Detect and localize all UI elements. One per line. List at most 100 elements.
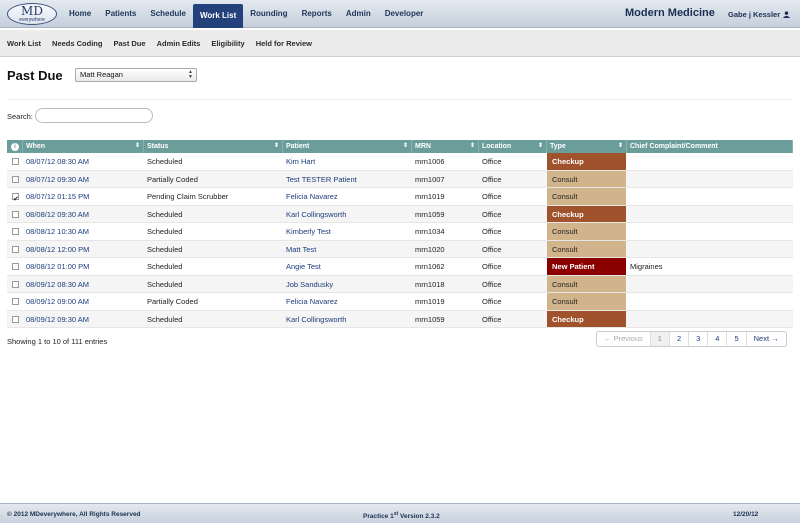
row-select-cell xyxy=(7,241,23,258)
header-select-col[interactable]: i xyxy=(7,140,23,153)
practice-name: Modern Medicine xyxy=(625,7,715,19)
page-button-2[interactable]: 2 xyxy=(670,332,690,346)
nav-item-schedule[interactable]: Schedule xyxy=(150,9,186,18)
appointment-time-link[interactable]: 08/07/12 01:15 PM xyxy=(26,192,90,201)
subnav-item-eligibility[interactable]: Eligibility xyxy=(211,38,245,48)
nav-item-admin[interactable]: Admin xyxy=(345,9,371,18)
status-cell: Scheduled xyxy=(147,262,183,271)
column-header-status[interactable]: Status ⬍ xyxy=(144,140,283,153)
patient-link[interactable]: Angie Test xyxy=(286,262,321,271)
pagination: ← Previous 1 2 3 4 5 Next → xyxy=(596,331,787,347)
row-select-cell xyxy=(7,206,23,223)
table-row[interactable]: 08/09/12 09:00 AM Partially Coded Felicia … xyxy=(7,293,793,311)
user-menu[interactable]: Gabe j Kessler xyxy=(728,10,791,19)
table-row[interactable]: 08/08/12 01:00 PM Scheduled Angie Test mrn1… xyxy=(7,258,793,276)
location-cell: Office xyxy=(482,297,502,306)
appointment-time-link[interactable]: 08/09/12 09:30 AM xyxy=(26,314,89,324)
column-header-patient[interactable]: Patient ⬍ xyxy=(283,140,412,153)
subnav-item-held-for-review[interactable]: Held for Review xyxy=(255,38,312,48)
sort-icon: ⬍ xyxy=(402,143,408,149)
nav-item-developer[interactable]: Developer xyxy=(384,9,424,18)
table-row[interactable]: 08/08/12 10:30 AM Scheduled Kimberly Test m… xyxy=(7,223,793,241)
nav-item-home[interactable]: Home xyxy=(69,9,92,18)
row-checkbox[interactable] xyxy=(12,263,19,270)
patient-link[interactable]: Matt Test xyxy=(286,244,317,254)
column-header-mrn[interactable]: MRN ⬍ xyxy=(412,140,479,153)
search-label: Search: xyxy=(7,112,33,121)
page-button-4[interactable]: 4 xyxy=(708,332,728,346)
info-icon[interactable]: i xyxy=(11,143,19,151)
patient-link[interactable]: Job Sandusky xyxy=(286,279,334,289)
page-button-1[interactable]: 1 xyxy=(650,332,670,346)
nav-item-patients[interactable]: Patients xyxy=(105,9,137,18)
comment-cell xyxy=(627,171,793,188)
type-cell: Consult xyxy=(547,223,627,240)
sort-icon: ⬍ xyxy=(617,143,623,149)
column-header-type[interactable]: Type ⬍ xyxy=(547,140,627,153)
search-input[interactable] xyxy=(35,108,153,123)
subnav-item-needs-coding[interactable]: Needs Coding xyxy=(52,38,103,48)
nav-item-work-list[interactable]: Work List xyxy=(192,4,244,28)
column-header-location[interactable]: Location ⬍ xyxy=(479,140,547,153)
row-checkbox[interactable] xyxy=(12,158,19,165)
location-cell: Office xyxy=(482,314,502,324)
type-badge: Consult xyxy=(547,240,626,257)
status-cell: Scheduled xyxy=(147,314,183,324)
nav-item-reports[interactable]: Reports xyxy=(301,9,332,18)
next-page-button[interactable]: Next → xyxy=(753,334,779,343)
previous-page-button[interactable]: ← Previous xyxy=(597,332,651,346)
row-checkbox[interactable] xyxy=(12,280,19,288)
subnav-item-past-due[interactable]: Past Due xyxy=(113,38,146,48)
mrn-cell: mrn1062 xyxy=(415,262,445,271)
nav-item-rounding[interactable]: Rounding xyxy=(250,9,288,18)
table-row[interactable]: 08/09/12 08:30 AM Scheduled Job Sandusky mr… xyxy=(7,275,793,293)
table-row[interactable]: 08/07/12 09:30 AM Partially Coded Test TES… xyxy=(7,170,793,188)
appointment-time-link[interactable]: 08/07/12 08:30 AM xyxy=(26,157,89,166)
patient-link[interactable]: Karl Collingsworth xyxy=(286,209,347,219)
patient-link[interactable]: Kimberly Test xyxy=(286,227,331,236)
type-cell: Consult xyxy=(547,240,627,257)
row-select-cell xyxy=(7,258,23,275)
provider-select[interactable]: Matt Reagan ▲ ▼ xyxy=(75,68,197,82)
column-header-label: Location xyxy=(482,143,512,150)
row-checkbox[interactable] xyxy=(12,315,19,323)
table-row[interactable]: 08/07/12 01:15 PM Pending Claim Scrubber F… xyxy=(7,188,793,206)
row-checkbox[interactable] xyxy=(12,191,19,205)
footer-date: 12/20/12 xyxy=(733,511,759,518)
mrn-cell: mrn1007 xyxy=(415,174,445,184)
column-header-label: MRN xyxy=(415,143,431,150)
subnav-item-work-list[interactable]: Work List xyxy=(7,38,42,48)
appointment-time-link[interactable]: 08/07/12 09:30 AM xyxy=(26,174,89,184)
page-button-3[interactable]: 3 xyxy=(689,332,709,346)
appointment-time-link[interactable]: 08/09/12 08:30 AM xyxy=(26,279,89,289)
row-checkbox[interactable] xyxy=(12,245,19,253)
table-row[interactable]: 08/07/12 08:30 AM Scheduled Kim Hart mrn100… xyxy=(7,153,793,171)
column-header-label: Type xyxy=(550,143,566,150)
appointment-time-link[interactable]: 08/08/12 09:30 AM xyxy=(26,209,89,219)
row-select-cell xyxy=(7,153,23,170)
patient-link[interactable]: Karl Collingsworth xyxy=(286,314,347,324)
appointment-time-link[interactable]: 08/08/12 01:00 PM xyxy=(26,262,90,271)
mdeverywhere-logo[interactable]: MD everywhere xyxy=(7,3,57,25)
table-row[interactable]: 08/08/12 09:30 AM Scheduled Karl Collingsw… xyxy=(7,205,793,223)
patient-link[interactable]: Felicia Navarez xyxy=(286,192,338,201)
column-header-when[interactable]: When ⬍ xyxy=(23,140,144,153)
page-title: Past Due xyxy=(7,68,63,83)
table-row[interactable]: 08/08/12 12:00 PM Scheduled Matt Test mrn10… xyxy=(7,240,793,258)
patient-link[interactable]: Felicia Navarez xyxy=(286,297,338,306)
row-checkbox[interactable] xyxy=(12,175,19,183)
type-badge: Checkup xyxy=(547,310,626,327)
column-header-chief-complaint-comment[interactable]: Chief Complaint/Comment xyxy=(627,140,793,153)
patient-link[interactable]: Test TESTER Patient xyxy=(286,174,357,184)
page-button-5[interactable]: 5 xyxy=(727,332,747,346)
subnav-item-admin-edits[interactable]: Admin Edits xyxy=(156,38,201,48)
patient-link[interactable]: Kim Hart xyxy=(286,157,316,166)
appointment-time-link[interactable]: 08/08/12 10:30 AM xyxy=(26,227,89,236)
appointment-time-link[interactable]: 08/08/12 12:00 PM xyxy=(26,244,90,254)
row-checkbox[interactable] xyxy=(12,228,19,235)
status-cell: Scheduled xyxy=(147,157,183,166)
appointment-time-link[interactable]: 08/09/12 09:00 AM xyxy=(26,297,89,306)
row-checkbox[interactable] xyxy=(12,298,19,305)
table-row[interactable]: 08/09/12 09:30 AM Scheduled Karl Collingsw… xyxy=(7,310,793,328)
row-checkbox[interactable] xyxy=(12,210,19,218)
